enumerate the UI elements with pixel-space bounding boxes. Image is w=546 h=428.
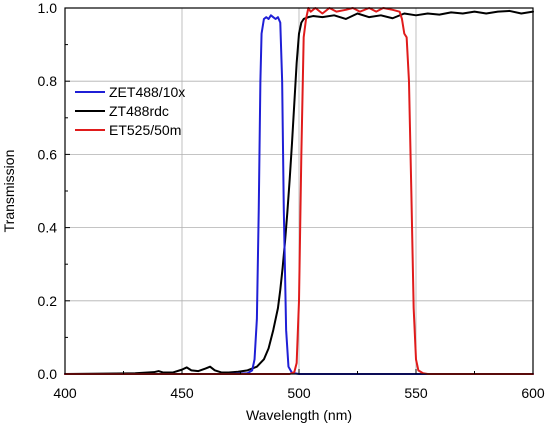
legend-label: ZET488/10x (109, 84, 185, 100)
x-tick-label: 400 (53, 385, 77, 401)
y-tick-label: 1.0 (38, 0, 58, 16)
x-axis-title: Wavelength (nm) (246, 407, 352, 423)
y-tick-label: 0.8 (38, 73, 58, 89)
x-tick-label: 600 (521, 385, 545, 401)
x-tick-label: 500 (287, 385, 311, 401)
y-tick-label: 0.2 (38, 293, 58, 309)
y-tick-label: 0.4 (38, 220, 58, 236)
x-tick-label: 450 (170, 385, 194, 401)
tick-labels: 400 450 500 550 600 0.0 0.2 0.4 0.6 0.8 1.0 (38, 0, 545, 401)
series-line-zt488rdc (64, 9, 534, 375)
y-tick-label: 0.0 (38, 366, 58, 382)
y-axis-title: Transmission (1, 150, 17, 233)
x-tick-label: 550 (404, 385, 428, 401)
axis-ticks (64, 7, 534, 375)
legend-label: ZT488rdc (109, 103, 169, 119)
series-line-zet488-10x (64, 14, 534, 375)
series-layer (64, 7, 534, 375)
legend-label: ET525/50m (109, 122, 181, 138)
y-tick-label: 0.6 (38, 146, 58, 162)
series-line-et525-50m (64, 7, 534, 375)
grid-lines (65, 8, 533, 374)
legend: ZET488/10x ZT488rdc ET525/50m (75, 84, 185, 138)
